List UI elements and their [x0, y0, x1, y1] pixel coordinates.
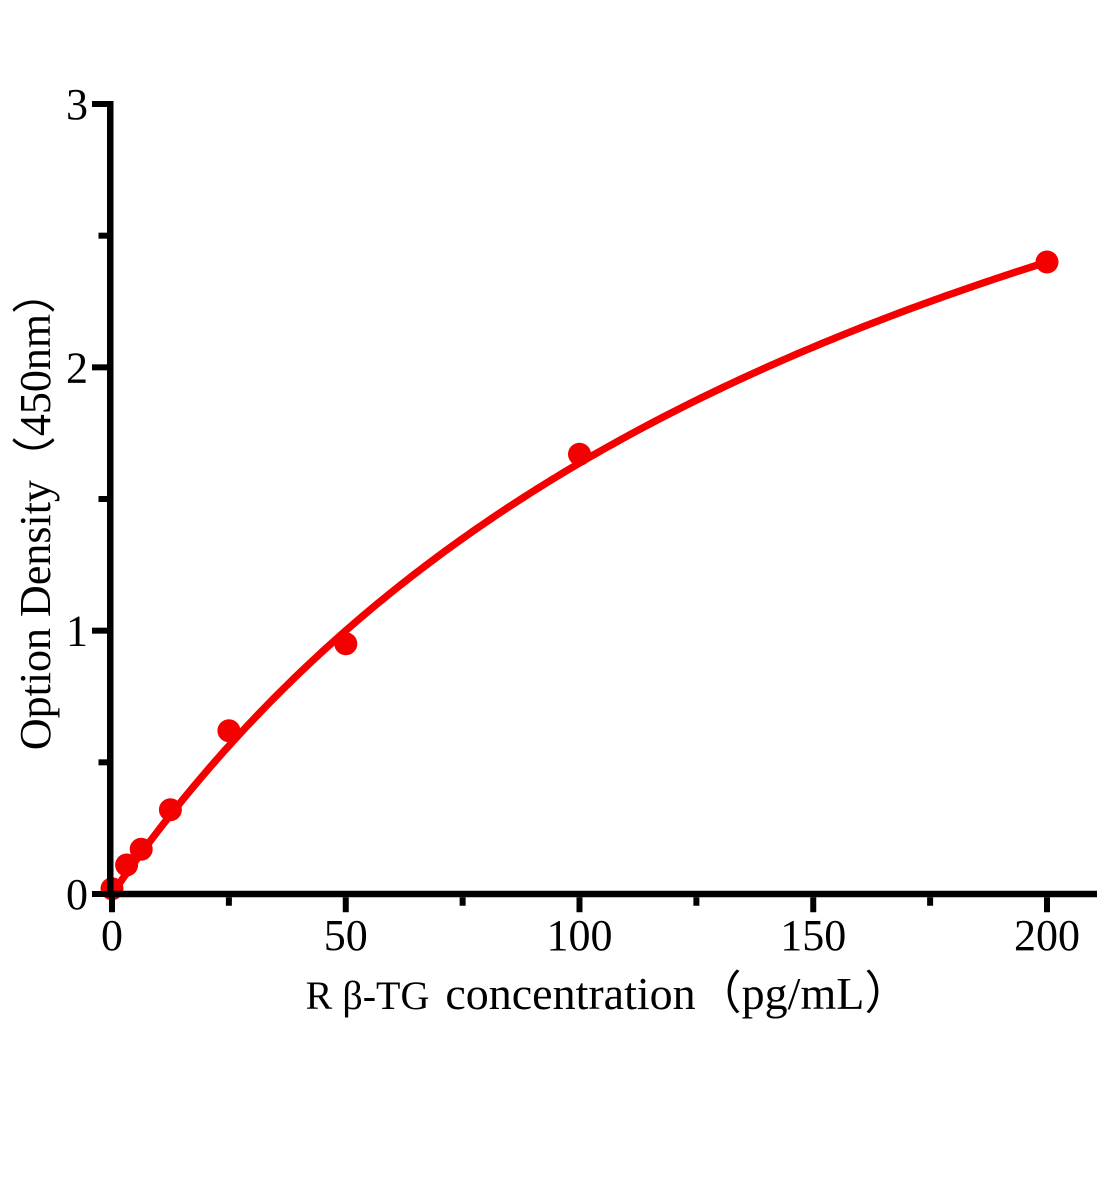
axes-layer	[92, 101, 1097, 913]
x-tick-label: 0	[101, 911, 123, 960]
data-point	[568, 442, 591, 466]
x-axis-title-main: concentration（pg/mL）	[445, 968, 911, 1019]
x-axis-title-prefix: R β-TG	[305, 973, 430, 1018]
data-point	[129, 837, 153, 861]
points-layer	[100, 250, 1059, 901]
y-tick-label: 1	[66, 607, 88, 656]
x-tick-label: 50	[324, 911, 368, 960]
data-point	[115, 853, 139, 877]
y-tick-label: 2	[66, 343, 88, 392]
x-tick-label: 100	[547, 911, 613, 960]
y-axis-title: Option Density（450nm）	[11, 269, 60, 751]
data-point	[158, 798, 182, 822]
x-tick-label: 150	[780, 911, 846, 960]
y-tick-label: 0	[66, 870, 88, 919]
fit-curve	[109, 258, 1049, 897]
data-point	[1035, 250, 1059, 274]
y-tick-label: 3	[66, 80, 88, 129]
tick-labels-layer: 0 1 2 3 0 50 100 150 200	[66, 80, 1080, 960]
data-point	[334, 632, 358, 656]
x-tick-label: 200	[1014, 911, 1080, 960]
data-point	[217, 719, 241, 743]
curve-layer	[109, 258, 1049, 897]
x-axis-title: R β-TG concentration（pg/mL）	[306, 971, 911, 1017]
